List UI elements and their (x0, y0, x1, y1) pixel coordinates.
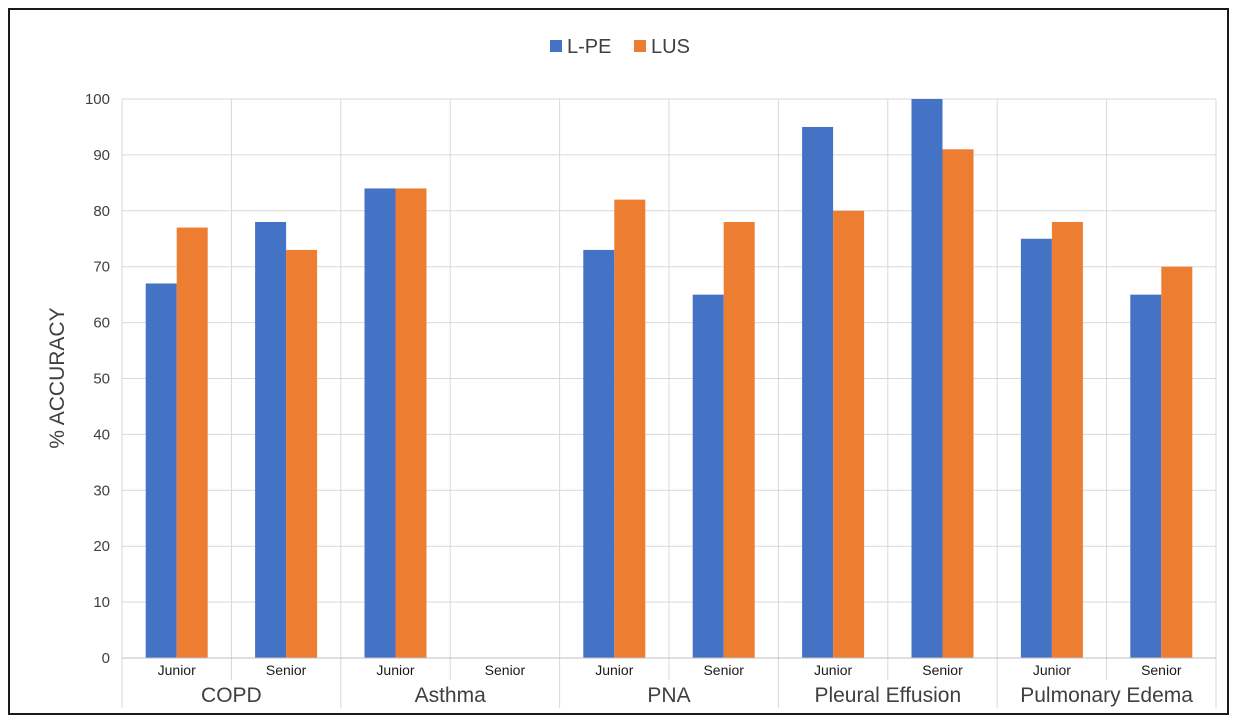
subcategory-label: Senior (266, 662, 307, 678)
subcategory-label: Senior (703, 662, 744, 678)
bar-l-pe (145, 283, 177, 658)
bar-lus (723, 221, 755, 659)
legend: L-PE LUS (550, 36, 690, 58)
y-tick-label: 70 (93, 259, 110, 276)
bar-l-pe (583, 249, 615, 658)
bar-l-pe (364, 188, 396, 658)
group-label: Pleural Effusion (814, 684, 961, 707)
bars (145, 99, 1193, 659)
legend-label: L-PE (567, 36, 611, 58)
subcategory-label: Junior (1033, 662, 1071, 678)
subcategory-label: Junior (595, 662, 633, 678)
bar-l-pe (255, 221, 287, 659)
y-axis-label: % ACCURACY (46, 307, 69, 448)
group-label: COPD (201, 684, 262, 707)
subcategory-label: Junior (158, 662, 196, 678)
bar-lus (833, 210, 865, 659)
y-tick-label: 50 (93, 371, 110, 388)
subcategory-label: Junior (814, 662, 852, 678)
y-tick-label: 100 (85, 91, 110, 108)
bar-lus (1051, 221, 1083, 659)
y-tick-label: 90 (93, 147, 110, 164)
legend-swatch (634, 40, 646, 52)
bar-lus (395, 188, 427, 658)
bar-l-pe (1130, 294, 1162, 658)
y-tick-label: 40 (93, 426, 110, 443)
group-label: Pulmonary Edema (1020, 684, 1193, 707)
bar-lus (286, 249, 318, 658)
bar-l-pe (692, 294, 724, 658)
subcategory-label: Senior (485, 662, 526, 678)
subcategory-label: Senior (1141, 662, 1182, 678)
y-tick-label: 30 (93, 482, 110, 499)
bar-lus (1161, 266, 1193, 658)
y-tick-label: 60 (93, 315, 110, 332)
bar-lus (176, 227, 208, 658)
bar-l-pe (1020, 238, 1052, 658)
y-tick-label: 20 (93, 538, 110, 555)
bar-l-pe (802, 126, 834, 658)
subcategory-label: Junior (376, 662, 414, 678)
group-label: PNA (647, 684, 690, 707)
legend-swatch (550, 40, 562, 52)
legend-label: LUS (651, 36, 690, 58)
bar-lus (942, 149, 974, 658)
y-tick-label: 80 (93, 203, 110, 220)
y-tick-label: 10 (93, 594, 110, 611)
y-tick-label: 0 (102, 650, 110, 667)
group-label: Asthma (415, 684, 487, 707)
subcategory-label: Senior (922, 662, 963, 678)
bar-lus (614, 199, 646, 658)
bar-l-pe (911, 99, 943, 658)
